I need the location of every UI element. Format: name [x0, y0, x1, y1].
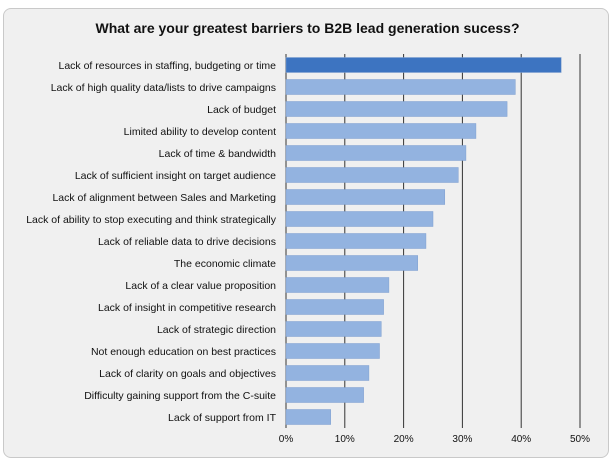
x-tick-label: 0% — [279, 434, 294, 445]
category-label: Lack of sufficient insight on target aud… — [75, 170, 276, 182]
category-label: Lack of insight in competitive research — [98, 302, 276, 314]
x-tick-labels: 0% 10% 20% 30% 40% 50% — [279, 434, 590, 445]
bar — [285, 365, 370, 381]
category-label: Lack of support from IT — [168, 412, 277, 424]
category-label: Limited ability to develop content — [124, 126, 276, 138]
category-label: Not enough education on best practices — [91, 346, 276, 358]
bar — [285, 189, 446, 205]
category-label: Lack of clarity on goals and objectives — [99, 368, 276, 380]
bars — [285, 57, 562, 425]
category-label: Lack of alignment between Sales and Mark… — [52, 192, 276, 204]
x-tick-label: 50% — [570, 434, 590, 445]
bar — [285, 255, 418, 271]
bar — [285, 57, 562, 73]
x-tick-label: 10% — [335, 434, 355, 445]
bar — [285, 409, 331, 425]
bar — [285, 299, 384, 315]
bar — [285, 79, 516, 95]
bar — [285, 167, 459, 183]
category-label: Lack of reliable data to drive decisions — [98, 236, 276, 248]
bar — [285, 277, 390, 293]
bar — [285, 211, 434, 227]
bar — [285, 123, 477, 139]
x-tick-label: 40% — [511, 434, 531, 445]
category-label: Lack of strategic direction — [157, 324, 276, 336]
chart-title: What are your greatest barriers to B2B l… — [95, 20, 520, 36]
bar — [285, 145, 467, 161]
category-label: The economic climate — [174, 258, 276, 270]
x-tick-label: 20% — [394, 434, 414, 445]
category-labels: Lack of resources in staffing, budgeting… — [26, 60, 277, 424]
bar — [285, 321, 382, 337]
category-label: Lack of resources in staffing, budgeting… — [58, 60, 276, 72]
bar — [285, 233, 427, 249]
x-tick-label: 30% — [452, 434, 472, 445]
category-label: Difficulty gaining support from the C-su… — [84, 390, 276, 402]
category-label: Lack of high quality data/lists to drive… — [51, 82, 276, 94]
category-label: Lack of ability to stop executing and th… — [26, 214, 277, 226]
bar — [285, 387, 364, 403]
bar — [285, 343, 380, 359]
category-label: Lack of a clear value proposition — [125, 280, 276, 292]
bar — [285, 101, 508, 117]
category-label: Lack of budget — [207, 104, 276, 116]
category-label: Lack of time & bandwidth — [159, 148, 276, 160]
